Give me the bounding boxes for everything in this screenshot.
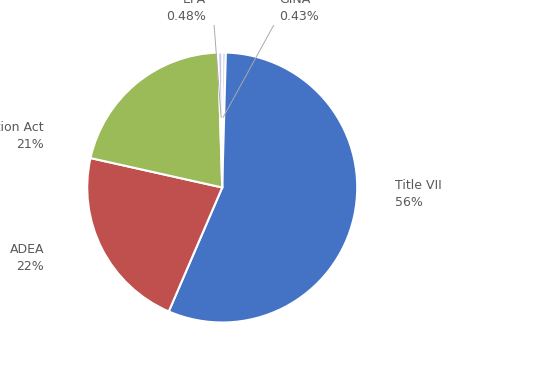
Text: EPA
0.48%: EPA 0.48% bbox=[166, 0, 206, 23]
Wedge shape bbox=[87, 158, 222, 312]
Text: Title VII
56%: Title VII 56% bbox=[395, 179, 442, 209]
Wedge shape bbox=[91, 53, 222, 188]
Wedge shape bbox=[169, 53, 357, 322]
Text: ADEA
22%: ADEA 22% bbox=[10, 243, 44, 273]
Text: Rehabilitation Act
21%: Rehabilitation Act 21% bbox=[0, 121, 44, 151]
Wedge shape bbox=[222, 53, 226, 188]
Wedge shape bbox=[218, 53, 222, 188]
Text: GINA
0.43%: GINA 0.43% bbox=[279, 0, 319, 23]
